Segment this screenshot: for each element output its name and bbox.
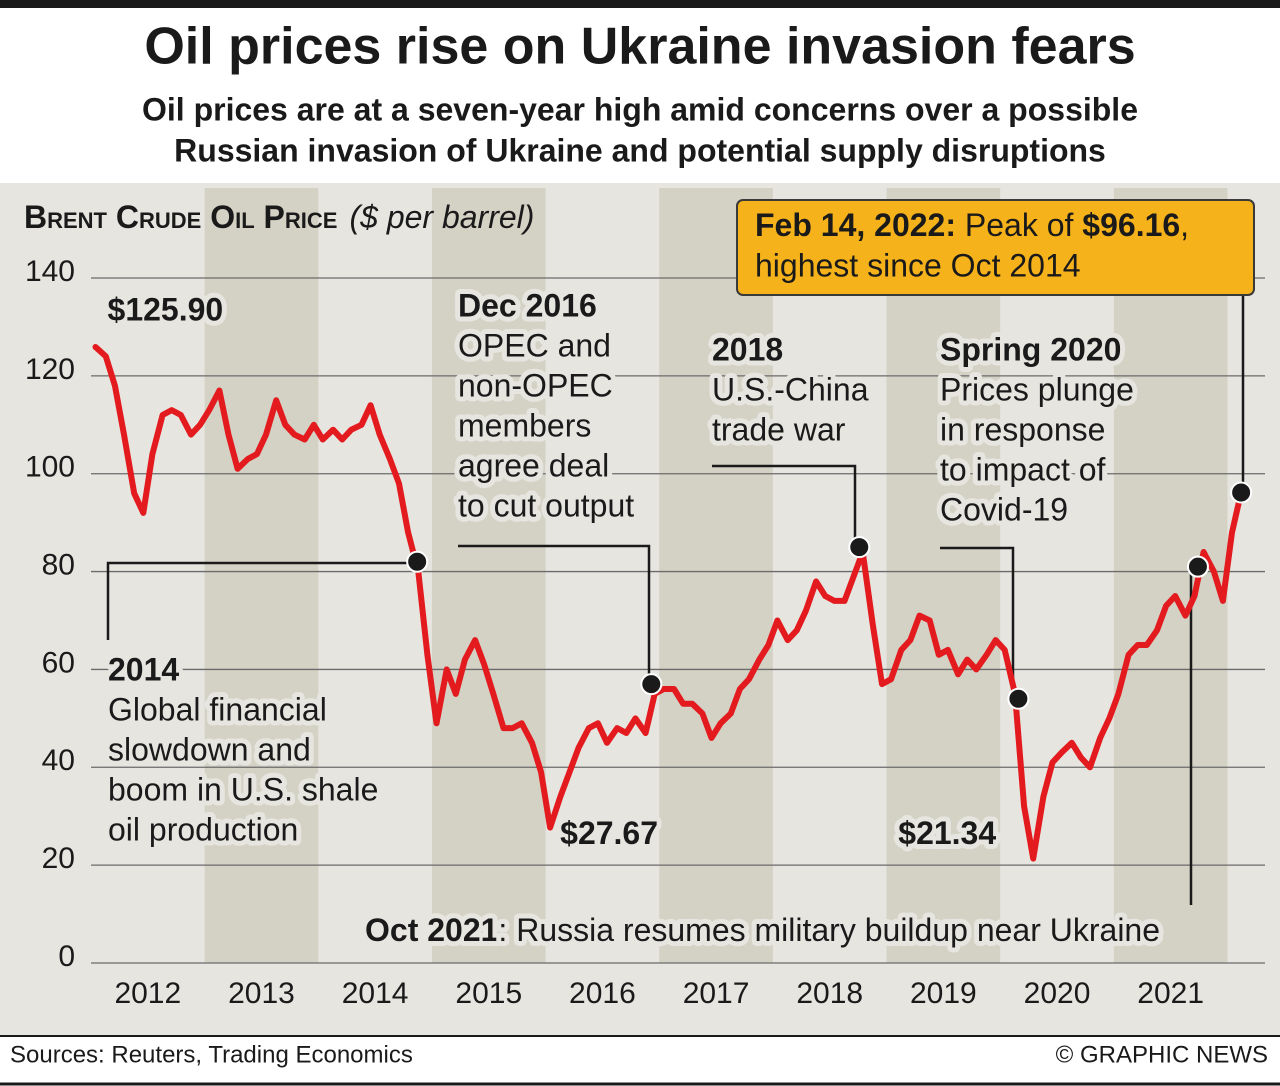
x-tick-label: 2015 (455, 977, 522, 1010)
x-tick-label: 2016 (569, 977, 636, 1010)
annotation-dot (1007, 687, 1030, 710)
annotation-line: members (458, 407, 591, 443)
annotation-dots (406, 481, 1253, 710)
annotation-dot (848, 536, 871, 559)
credit: © GRAPHIC NEWS (1056, 1041, 1268, 1068)
y-tick-label: 140 (25, 255, 75, 288)
point-label: $125.90 (108, 291, 224, 327)
price-line (92, 344, 1245, 862)
leader-lines (106, 295, 1245, 905)
annotation-line: trade war (712, 411, 846, 447)
annotation-heading: 2014 (108, 651, 179, 687)
annotation-line: agree deal (458, 447, 609, 483)
axis-title-main: Brent Crude Oil Price (24, 199, 337, 235)
x-tick-label: 2012 (114, 977, 181, 1010)
y-tick-label: 80 (42, 548, 75, 581)
annotation-line: Global financial (108, 691, 327, 727)
y-tick-label: 40 (42, 744, 75, 777)
axis-title: Brent Crude Oil Price ($ per barrel) (24, 199, 534, 235)
oct-note-text: : Russia resumes military buildup near U… (498, 912, 1160, 948)
x-tick-label: 2013 (228, 977, 295, 1010)
annotation-line: U.S.-China (712, 371, 869, 407)
x-tick-label: 2017 (683, 977, 750, 1010)
annotation-line: to impact of (940, 451, 1106, 487)
top-bar (0, 0, 1280, 8)
y-tick-label: 100 (25, 451, 75, 484)
y-tick-label: 120 (25, 353, 75, 386)
year-band (659, 188, 773, 963)
point-label: $27.67 (560, 815, 658, 851)
y-tick-label: 0 (58, 940, 75, 973)
annotation-dot (1230, 481, 1253, 504)
oct-note-heading: Oct 2021 (365, 912, 498, 948)
y-tick-label: 60 (42, 646, 75, 679)
peak-text: Peak of (956, 207, 1082, 243)
peak-note: Feb 14, 2022: Peak of $96.16, (755, 207, 1189, 243)
peak-note-line: highest since Oct 2014 (755, 247, 1081, 283)
annotation-line: boom in U.S. shale (108, 771, 378, 807)
annotation-dot (406, 550, 429, 573)
x-tick-label: 2018 (796, 977, 863, 1010)
x-tick-label: 2021 (1137, 977, 1204, 1010)
point-label: $21.34 (898, 815, 996, 851)
source: Sources: Reuters, Trading Economics (10, 1041, 413, 1068)
annotation-line: Prices plunge (940, 371, 1134, 407)
y-tick-label: 20 (42, 842, 75, 875)
chart-subtitle: Russian invasion of Ukraine and potentia… (174, 132, 1106, 168)
annotation-line: Covid-19 (940, 491, 1068, 527)
annotation-line: to cut output (458, 487, 634, 523)
annotation-heading: Spring 2020 (940, 331, 1121, 367)
annotation-heading: Dec 2016 (458, 287, 597, 323)
peak-box (736, 199, 1255, 296)
annotation-line: in response (940, 411, 1105, 447)
leader-line (940, 546, 1015, 698)
peak-text: , (1180, 207, 1189, 243)
year-band (204, 188, 319, 963)
plot (92, 344, 1245, 862)
peak-value: $96.16 (1082, 207, 1180, 243)
x-tick-label: 2020 (1024, 977, 1091, 1010)
annotations: $125.90 $27.67 $21.34 2014 Global financial s… (103, 282, 1139, 856)
oct-note: Oct 2021: Russia resumes military buildu… (365, 912, 1160, 948)
annotation-dot (1186, 555, 1209, 578)
year-band (886, 188, 1001, 963)
grid: 2012 2013 2014 2015 2016 2017 2018 2019 2020 2021… (25, 255, 1265, 1010)
x-tick-label: 2014 (342, 977, 409, 1010)
year-band (431, 188, 546, 963)
year-bands (204, 188, 1228, 963)
chart-title: Oil prices rise on Ukraine invasion fear… (144, 18, 1135, 76)
annotation-line: oil production (108, 811, 298, 847)
leader-line (106, 561, 415, 640)
annotation-heading: 2018 (712, 331, 783, 367)
peak-date: Feb 14, 2022: (755, 207, 956, 243)
annotation-line: non-OPEC (458, 367, 613, 403)
year-band (1113, 188, 1228, 963)
chart-subtitle: Oil prices are at a seven-year high amid… (142, 91, 1138, 127)
leader-line (458, 544, 651, 682)
x-tick-label: 2019 (910, 977, 977, 1010)
axis-title-unit: ($ per barrel) (349, 199, 534, 235)
annotation-dot (640, 673, 663, 696)
annotation-line: slowdown and (108, 731, 311, 767)
leader-line (712, 464, 857, 545)
annotation-line: OPEC and (458, 327, 611, 363)
